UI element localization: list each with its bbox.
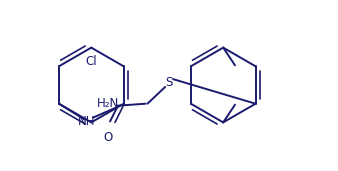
Text: S: S <box>165 76 173 89</box>
Text: H₂N: H₂N <box>96 97 119 110</box>
Text: O: O <box>103 131 113 144</box>
Text: Cl: Cl <box>86 56 97 69</box>
Text: NH: NH <box>78 115 95 128</box>
